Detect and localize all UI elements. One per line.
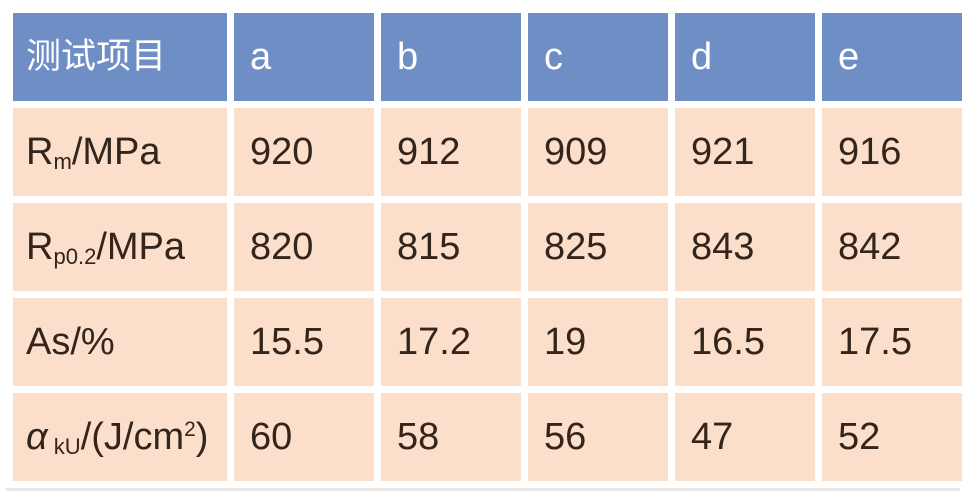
data-cell: 16.5 — [675, 298, 815, 386]
data-cell: 842 — [822, 203, 962, 291]
row-label-as: As/% — [13, 298, 227, 386]
data-cell: 820 — [234, 203, 374, 291]
data-cell: 825 — [528, 203, 668, 291]
header-cell-test-item: 测试项目 — [13, 13, 227, 101]
data-cell: 19 — [528, 298, 668, 386]
row-label-rm: Rm/MPa — [13, 108, 227, 196]
data-cell: 17.5 — [822, 298, 962, 386]
data-cell: 921 — [675, 108, 815, 196]
header-cell-e: e — [822, 13, 962, 101]
header-cell-b: b — [381, 13, 521, 101]
data-cell: 47 — [675, 393, 815, 481]
data-cell: 56 — [528, 393, 668, 481]
data-cell: 15.5 — [234, 298, 374, 386]
data-cell: 17.2 — [381, 298, 521, 386]
data-cell: 52 — [822, 393, 962, 481]
data-cell: 909 — [528, 108, 668, 196]
data-cell: 843 — [675, 203, 815, 291]
data-cell: 58 — [381, 393, 521, 481]
header-cell-d: d — [675, 13, 815, 101]
data-cell: 912 — [381, 108, 521, 196]
row-label-aku: α kU/(J/cm2) — [13, 393, 227, 481]
header-cell-a: a — [234, 13, 374, 101]
data-cell: 916 — [822, 108, 962, 196]
bottom-edge-line — [6, 488, 960, 491]
data-cell: 60 — [234, 393, 374, 481]
results-table: 测试项目 a b c d e Rm/MPa 920 912 909 921 91… — [13, 13, 962, 481]
data-cell: 920 — [234, 108, 374, 196]
header-cell-c: c — [528, 13, 668, 101]
data-cell: 815 — [381, 203, 521, 291]
row-label-rp02: Rp0.2/MPa — [13, 203, 227, 291]
